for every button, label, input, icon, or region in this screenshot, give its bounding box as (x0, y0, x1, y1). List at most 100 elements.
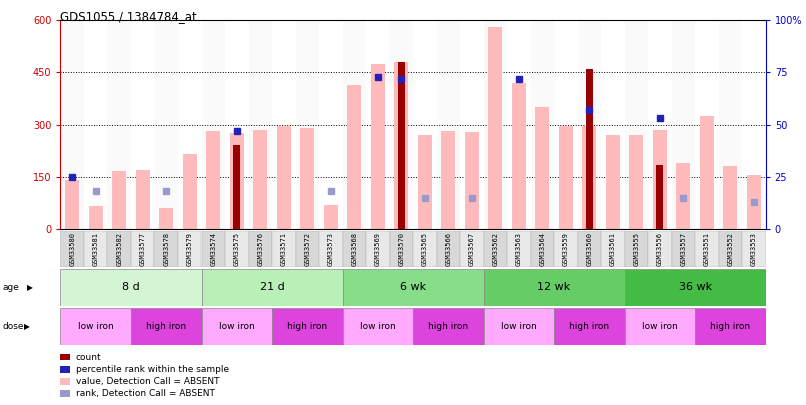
Bar (319, 231, 343, 267)
Bar (671, 231, 695, 267)
Bar (437, 231, 460, 267)
Text: GSM33575: GSM33575 (234, 232, 239, 266)
Bar (366, 20, 389, 229)
Text: value, Detection Call = ABSENT: value, Detection Call = ABSENT (76, 377, 219, 386)
Bar (653, 130, 667, 229)
Text: 8 d: 8 d (122, 282, 140, 292)
Bar (112, 171, 127, 229)
Bar (629, 135, 643, 229)
Text: GSM33566: GSM33566 (446, 232, 451, 266)
Bar (347, 85, 361, 229)
Bar (248, 231, 272, 267)
Bar (723, 166, 737, 229)
Bar (343, 231, 366, 267)
Bar (202, 231, 225, 267)
Bar (437, 20, 460, 229)
Text: count: count (76, 353, 102, 362)
Bar (554, 231, 578, 267)
Text: GSM33563: GSM33563 (516, 232, 521, 266)
Bar (60, 231, 84, 267)
Text: GSM33578: GSM33578 (164, 232, 169, 266)
Bar (648, 20, 671, 229)
Bar (441, 132, 455, 229)
Text: GSM33582: GSM33582 (116, 232, 123, 266)
Text: high iron: high iron (569, 322, 609, 331)
Bar (225, 20, 248, 229)
Bar (530, 231, 554, 267)
Bar (484, 20, 507, 229)
Bar (460, 20, 484, 229)
Text: GSM33571: GSM33571 (280, 232, 287, 266)
Text: GSM33569: GSM33569 (375, 232, 380, 266)
Bar (131, 231, 155, 267)
Bar (272, 308, 343, 345)
Bar (394, 62, 409, 229)
Bar (84, 231, 107, 267)
Bar (155, 231, 178, 267)
Bar (512, 83, 526, 229)
Text: GSM33576: GSM33576 (257, 232, 264, 266)
Bar (276, 126, 291, 229)
Text: GSM33552: GSM33552 (728, 232, 733, 266)
Bar (648, 231, 671, 267)
Bar (676, 164, 691, 229)
Text: GSM33573: GSM33573 (328, 232, 334, 266)
Bar (601, 20, 625, 229)
Bar (225, 231, 248, 267)
Bar (65, 180, 79, 229)
Text: high iron: high iron (287, 322, 327, 331)
Bar (747, 175, 761, 229)
Bar (272, 20, 296, 229)
Bar (107, 20, 131, 229)
Bar (300, 128, 314, 229)
Bar (319, 20, 343, 229)
Text: GSM33557: GSM33557 (680, 232, 687, 266)
Bar (695, 308, 766, 345)
Bar (60, 269, 201, 306)
Bar (742, 231, 766, 267)
Text: 21 d: 21 d (260, 282, 285, 292)
Bar (413, 308, 484, 345)
Bar (178, 231, 202, 267)
Bar (343, 308, 413, 345)
Bar (418, 135, 432, 229)
Bar (202, 308, 272, 345)
Text: GSM33579: GSM33579 (187, 232, 193, 266)
Bar (366, 231, 389, 267)
Bar (389, 231, 413, 267)
Bar (695, 231, 719, 267)
Text: GSM33556: GSM33556 (657, 232, 663, 266)
Bar (202, 20, 225, 229)
Text: high iron: high iron (710, 322, 750, 331)
Text: ▶: ▶ (27, 283, 32, 292)
Bar (488, 27, 502, 229)
Text: 36 wk: 36 wk (679, 282, 712, 292)
Bar (671, 20, 695, 229)
Bar (484, 269, 625, 306)
Text: high iron: high iron (428, 322, 468, 331)
Bar (606, 135, 620, 229)
Text: GSM33572: GSM33572 (305, 232, 310, 266)
Bar (178, 20, 202, 229)
Bar (107, 231, 131, 267)
Bar (413, 231, 437, 267)
Bar (60, 308, 131, 345)
Bar (183, 154, 197, 229)
Bar (656, 164, 663, 229)
Bar (554, 20, 578, 229)
Text: low iron: low iron (642, 322, 678, 331)
Text: GSM33581: GSM33581 (93, 232, 98, 266)
Bar (131, 308, 202, 345)
Bar (578, 231, 601, 267)
Text: GDS1055 / 1384784_at: GDS1055 / 1384784_at (60, 10, 197, 23)
Bar (742, 20, 766, 229)
Bar (253, 130, 268, 229)
Bar (398, 62, 405, 229)
Bar (135, 171, 150, 229)
Bar (159, 208, 173, 229)
Bar (559, 126, 573, 229)
Bar (324, 205, 338, 229)
Bar (84, 20, 107, 229)
Bar (625, 269, 766, 306)
Text: low iron: low iron (78, 322, 114, 331)
